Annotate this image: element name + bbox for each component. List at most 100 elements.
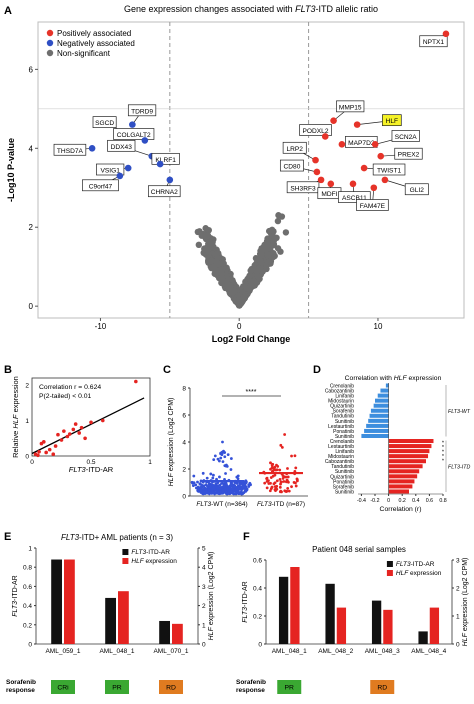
- data-point: [219, 486, 223, 489]
- legend-label: Non-significant: [57, 49, 111, 58]
- x-tick-label: -0.2: [370, 498, 379, 504]
- y-tick-label-left: 0.8: [23, 565, 32, 572]
- data-point: [292, 481, 296, 484]
- gene-label-box: [282, 141, 307, 154]
- data-point: [269, 487, 273, 491]
- x-tick-label: 0.2: [399, 498, 406, 504]
- legend-label: Positively associated: [57, 29, 131, 38]
- data-point: [212, 487, 216, 491]
- significant-point: [330, 117, 337, 124]
- gene-label-box: [279, 159, 304, 172]
- correlation-bar: [364, 428, 389, 433]
- correlation-bar: [388, 464, 423, 469]
- data-point: [229, 482, 233, 486]
- category-label: AML_070_1: [153, 648, 188, 655]
- data-point: [205, 476, 209, 480]
- gene-label: FAM47E: [360, 203, 386, 210]
- significant-point: [338, 141, 346, 148]
- data-point: [247, 485, 251, 488]
- significant-point: [353, 121, 361, 128]
- y-tick-label-left: 0: [28, 642, 32, 649]
- gene-label: CHRNA2: [151, 189, 178, 196]
- data-point: [210, 483, 214, 487]
- legend-label: HLF expression: [131, 558, 177, 565]
- gene-label-box: [336, 100, 365, 113]
- data-point: [67, 432, 72, 436]
- legend-marker: [46, 39, 54, 47]
- response-box: [105, 680, 129, 694]
- data-point: [279, 489, 283, 493]
- y-tick-label-right: 0: [456, 642, 460, 649]
- data-point: [101, 418, 105, 423]
- correlation-bar: [373, 403, 389, 408]
- drug-label: Sunitinib: [335, 434, 354, 440]
- data-point: [196, 480, 199, 484]
- gene-label-box: [113, 128, 155, 140]
- data-point: [231, 491, 235, 495]
- data-point: [270, 463, 274, 467]
- y-tick-label-right: 2: [456, 586, 460, 593]
- correlation-bar: [375, 398, 389, 403]
- category-label: AML_048_1: [272, 648, 307, 655]
- p-value-annotation: P(2-tailed) < 0.01: [39, 393, 92, 400]
- data-point: [134, 379, 138, 384]
- drug-label: Sunitinib: [335, 469, 354, 475]
- gene-label-box: [107, 139, 136, 152]
- y-axis-label: Relative HLF expression: [11, 376, 20, 458]
- data-point: [89, 420, 93, 425]
- non-significant-point: [204, 246, 212, 253]
- y-tick-label-left: 0.2: [253, 614, 262, 621]
- legend-label: FLT3-ITD-AR: [396, 561, 435, 568]
- drug-label: Lestaurtinib: [328, 424, 354, 430]
- y-axis-label-right: HLF expression (Log2 CPM): [208, 552, 215, 641]
- gene-label: GLI2: [410, 187, 425, 194]
- data-point: [278, 468, 282, 472]
- correlation-bar: [388, 444, 432, 449]
- y-tick-label-left: 0.6: [253, 558, 262, 565]
- data-point: [212, 458, 216, 462]
- data-point: [236, 490, 240, 494]
- gene-label: COLGALT2: [117, 132, 151, 139]
- data-point: [208, 491, 212, 495]
- drug-label: Sorafenib: [333, 484, 355, 490]
- gene-label: PREX2: [398, 152, 420, 159]
- group-label-wt: FLT3-WT: [448, 409, 471, 415]
- significance-star: *: [442, 441, 445, 447]
- y-axis-label-left: FLT3-ITD-AR: [242, 581, 249, 623]
- data-point: [230, 487, 234, 491]
- gene-label-box: [127, 104, 157, 117]
- correlation-bar: [361, 433, 389, 438]
- y-tick-label: 0: [29, 302, 34, 311]
- gene-label: SH3RF3: [290, 185, 316, 192]
- legend-label: HLF expression: [396, 570, 442, 577]
- y-tick-label: 8: [182, 386, 186, 393]
- non-significant-point: [219, 260, 226, 267]
- non-significant-point: [213, 258, 220, 266]
- gene-label: ASCB11: [342, 195, 367, 202]
- gene-label: TDRD9: [131, 108, 153, 115]
- volcano-title: Gene expression changes associated with …: [124, 4, 378, 14]
- patient-bar-chart: FLT3-ITD+ AML patients (n = 3) 0 0.2 0.4 0.6…: [6, 533, 215, 694]
- gene-label-box: [96, 163, 125, 176]
- y-tick-label: 6: [29, 65, 34, 74]
- significant-point: [349, 180, 357, 188]
- response-label: RD: [377, 685, 387, 692]
- bar-hlf-expression: [118, 591, 129, 644]
- response-label: RD: [166, 685, 176, 692]
- significant-point: [377, 152, 385, 160]
- data-point: [202, 490, 206, 494]
- data-point: [216, 457, 220, 461]
- y-tick-label: 0: [25, 454, 29, 461]
- non-significant-point: [256, 256, 264, 264]
- correlation-bar: [388, 484, 413, 489]
- drug-label: Tandutinib: [331, 414, 354, 420]
- non-significant-point: [246, 272, 253, 279]
- data-point: [213, 454, 217, 458]
- y-axis-label: HLF expression (Log2 CPM): [168, 398, 175, 487]
- legend-marker: [46, 49, 54, 57]
- plot-frame: [37, 21, 465, 319]
- data-point: [192, 481, 196, 485]
- bar-hlf-expression: [429, 607, 440, 644]
- gene-label-box: [151, 152, 180, 165]
- data-point: [62, 429, 66, 433]
